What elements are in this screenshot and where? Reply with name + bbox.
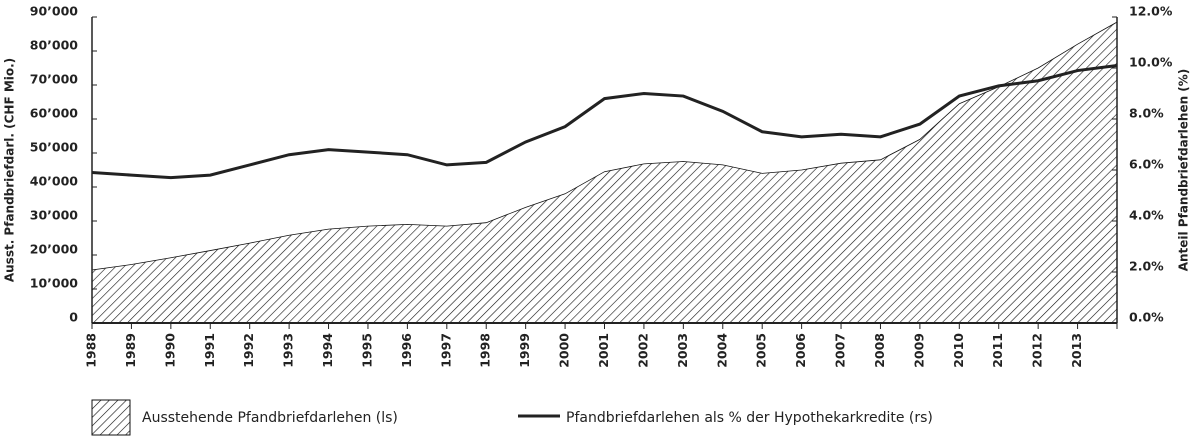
y-tick-label: 30’000 bbox=[30, 208, 79, 223]
line bbox=[91, 63, 1118, 180]
x-tick-label: 2008 bbox=[872, 333, 887, 368]
y2-tick-label: 2.0% bbox=[1129, 259, 1164, 274]
y-tick-label: 90’000 bbox=[30, 4, 79, 19]
y2-axis-title: Anteil Pfandbriefdarlehen (%) bbox=[1177, 69, 1191, 272]
x-tick-label: 2011 bbox=[990, 333, 1005, 368]
x-tick-label: 1992 bbox=[241, 333, 256, 368]
legend-swatch bbox=[91, 399, 131, 436]
y-tick-label: 10’000 bbox=[30, 276, 79, 291]
x-tick-label: 1991 bbox=[202, 333, 217, 368]
x-tick-label: 1990 bbox=[162, 333, 177, 368]
x-tick-label: 1988 bbox=[84, 333, 99, 368]
y2-tick-label: 6.0% bbox=[1129, 157, 1164, 172]
y2-tick-label: 12.0% bbox=[1129, 4, 1173, 19]
x-tick-label: 1989 bbox=[123, 333, 138, 368]
x-tick-label: 2001 bbox=[596, 333, 611, 368]
area bbox=[91, 21, 1118, 324]
y-tick-label: 60’000 bbox=[30, 106, 79, 121]
y-tick-label: 70’000 bbox=[30, 72, 79, 87]
x-tick-label: 1993 bbox=[281, 333, 296, 368]
y2-tick-label: 8.0% bbox=[1129, 106, 1164, 121]
x-tick-label: 1996 bbox=[399, 333, 414, 368]
x-tick-label: 2010 bbox=[951, 333, 966, 368]
x-tick-label: 1998 bbox=[478, 333, 493, 368]
x-tick-label: 2013 bbox=[1069, 333, 1084, 368]
x-tick-label: 2005 bbox=[754, 333, 769, 368]
x-tick-label: 1997 bbox=[438, 333, 453, 368]
x-tick-label: 2004 bbox=[714, 333, 729, 368]
x-tick-label: 2012 bbox=[1030, 333, 1045, 368]
y-tick-label: 20’000 bbox=[30, 242, 79, 257]
y-tick-label: 80’000 bbox=[30, 38, 79, 53]
y-tick-label: 40’000 bbox=[30, 174, 79, 189]
y2-tick-label: 0.0% bbox=[1129, 310, 1164, 325]
y-tick-label: 50’000 bbox=[30, 140, 79, 155]
y2-tick-label: 4.0% bbox=[1129, 208, 1164, 223]
legend-label: Pfandbriefdarlehen als % der Hypothekark… bbox=[566, 410, 933, 426]
y2-tick-label: 10.0% bbox=[1129, 55, 1173, 70]
x-tick-label: 1999 bbox=[517, 333, 532, 368]
x-tick-label: 2000 bbox=[557, 333, 572, 368]
y-tick-label: 0 bbox=[69, 310, 78, 325]
x-tick-label: 2003 bbox=[675, 333, 690, 368]
x-tick-label: 2006 bbox=[793, 333, 808, 368]
y-axis-title: Ausst. Pfandbriefdarl. (CHF Mio.) bbox=[3, 58, 17, 282]
x-tick-label: 2002 bbox=[635, 333, 650, 368]
x-tick-label: 1995 bbox=[359, 333, 374, 368]
x-tick-label: 2009 bbox=[911, 333, 926, 368]
x-tick-label: 2007 bbox=[833, 333, 848, 368]
legend-label: Ausstehende Pfandbriefdarlehen (ls) bbox=[142, 410, 398, 426]
x-tick-label: 1994 bbox=[320, 333, 335, 368]
